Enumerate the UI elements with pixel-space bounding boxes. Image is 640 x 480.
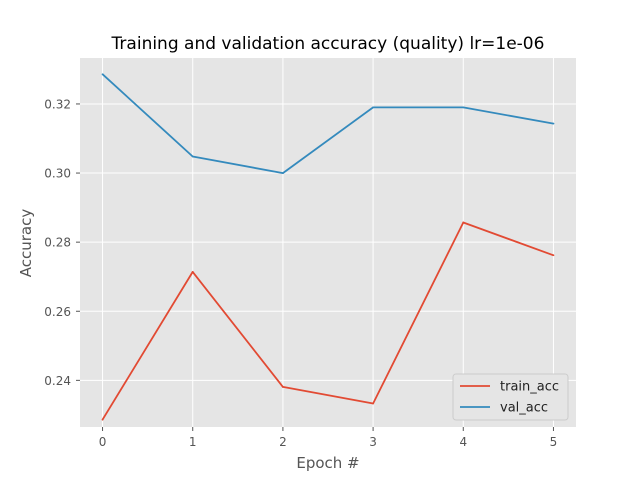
data-point-val-acc	[462, 106, 465, 109]
series-line-train-acc	[101, 221, 554, 421]
y-tick-label: 0.30	[44, 167, 71, 181]
data-point-train-acc	[101, 418, 104, 421]
x-axis-label: Epoch #	[296, 454, 359, 472]
chart-title: Training and validation accuracy (qualit…	[111, 34, 545, 54]
x-tick-label: 1	[189, 435, 197, 449]
x-tick-label: 4	[459, 435, 467, 449]
data-point-train-acc	[462, 221, 465, 224]
y-tick-label: 0.24	[44, 374, 71, 388]
data-point-val-acc	[552, 122, 555, 125]
y-tick-label: 0.28	[44, 236, 71, 250]
y-axis-ticks: 0.24 0.26 0.28 0.30 0.32	[44, 97, 80, 388]
data-point-val-acc	[282, 172, 284, 174]
y-tick-label: 0.32	[44, 97, 71, 111]
grid	[80, 58, 576, 427]
y-axis-label: Accuracy	[17, 209, 35, 278]
x-axis-ticks: 0 1 2 3 4 5	[99, 427, 558, 449]
series-lines	[101, 73, 555, 421]
data-point-train-acc	[372, 402, 374, 405]
data-point-train-acc	[552, 254, 555, 257]
x-tick-label: 5	[550, 435, 558, 449]
data-point-train-acc	[282, 386, 284, 388]
data-point-val-acc	[372, 106, 374, 109]
y-tick-label: 0.26	[44, 305, 71, 319]
x-tick-label: 0	[99, 435, 107, 449]
data-point-val-acc	[101, 73, 104, 76]
data-point-train-acc	[191, 270, 194, 273]
data-point-val-acc	[191, 155, 194, 158]
legend-label-val-acc: val_acc	[500, 401, 548, 416]
x-tick-label: 3	[369, 435, 377, 449]
legend-label-train-acc: train_acc	[500, 380, 559, 395]
series-line-val-acc	[101, 73, 554, 175]
legend: train_acc val_acc	[452, 373, 569, 421]
x-tick-label: 2	[279, 435, 287, 449]
